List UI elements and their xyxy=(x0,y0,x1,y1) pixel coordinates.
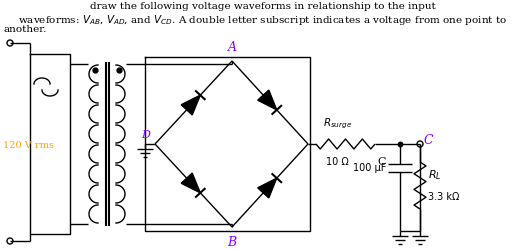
Polygon shape xyxy=(258,91,277,110)
Text: another.: another. xyxy=(3,25,46,34)
Text: waveforms: $V_{AB}$, $V_{AD}$, and $V_{CD}$. A double letter subscript indicates: waveforms: $V_{AB}$, $V_{AD}$, and $V_{C… xyxy=(18,13,508,27)
Text: A: A xyxy=(228,41,237,54)
Polygon shape xyxy=(258,178,277,198)
Text: $R_L$: $R_L$ xyxy=(428,168,442,182)
Text: draw the following voltage waveforms in relationship to the input: draw the following voltage waveforms in … xyxy=(90,2,436,11)
Text: $R_{surge}$: $R_{surge}$ xyxy=(323,116,352,130)
Text: B: B xyxy=(227,235,237,248)
Text: 3.3 kΩ: 3.3 kΩ xyxy=(428,192,459,202)
Text: 100 μF: 100 μF xyxy=(352,162,386,172)
Polygon shape xyxy=(181,173,200,193)
Text: 10 Ω: 10 Ω xyxy=(326,156,349,166)
Polygon shape xyxy=(181,96,200,116)
Text: C: C xyxy=(424,134,433,147)
Text: D: D xyxy=(141,130,150,140)
Text: 120 V rms: 120 V rms xyxy=(3,140,54,149)
Text: C: C xyxy=(378,156,386,166)
